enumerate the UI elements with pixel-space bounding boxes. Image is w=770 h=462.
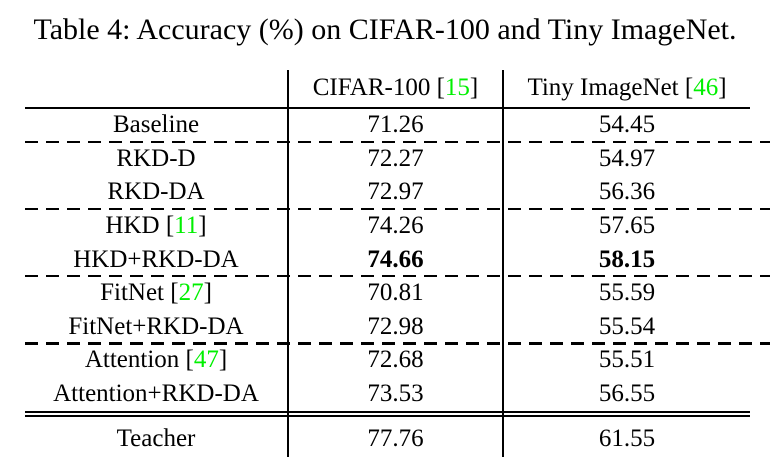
cifar100-value: 77.76 bbox=[287, 410, 502, 457]
citation-bracket-close: ] bbox=[718, 74, 727, 101]
method-label: RKD-D bbox=[116, 144, 196, 172]
cifar100-value: 73.53 bbox=[287, 377, 502, 411]
method-label: HKD+RKD-DA bbox=[73, 245, 239, 273]
tiny-imagenet-value: 55.54 bbox=[502, 309, 750, 344]
citation-link[interactable]: 15 bbox=[444, 74, 470, 101]
tiny-imagenet-value: 55.59 bbox=[502, 276, 750, 310]
table-caption: Table 4: Accuracy (%) on CIFAR-100 and T… bbox=[33, 13, 737, 46]
tiny-imagenet-value: 57.65 bbox=[502, 208, 750, 243]
tiny-imagenet-value: 56.36 bbox=[502, 175, 750, 209]
method-cell: FitNet+RKD-DA [] bbox=[25, 310, 287, 344]
citation-bracket-open: [ bbox=[179, 346, 194, 374]
citation-link[interactable]: 47 bbox=[193, 346, 219, 374]
table-row: Attention [47] 72.68 55.51 bbox=[25, 342, 770, 378]
citation-bracket-open: [ bbox=[436, 74, 445, 101]
table-row: Baseline [] 71.26 54.45 bbox=[25, 106, 750, 142]
method-cell: HKD+RKD-DA [] bbox=[25, 243, 287, 277]
method-label: FitNet+RKD-DA bbox=[68, 312, 244, 340]
cifar100-value: 72.68 bbox=[287, 343, 502, 378]
tiny-imagenet-value: 58.15 bbox=[502, 242, 750, 277]
citation-link[interactable]: 46 bbox=[693, 74, 719, 101]
table-header-row: CIFAR-100 [15] Tiny ImageNet [46] bbox=[25, 70, 750, 108]
method-cell: Teacher [] bbox=[25, 411, 287, 457]
table-row: FitNet+RKD-DA [] 72.98 55.54 bbox=[25, 309, 750, 344]
citation-bracket-close: ] bbox=[469, 74, 479, 101]
header-cifar100-label: CIFAR-100 bbox=[312, 74, 431, 101]
cifar100-value: 70.81 bbox=[287, 276, 502, 310]
tiny-imagenet-value: 55.51 bbox=[502, 343, 750, 378]
citation-bracket-close: ] bbox=[198, 211, 207, 239]
citation-bracket-open: [ bbox=[159, 211, 175, 239]
header-method-cell bbox=[25, 70, 287, 108]
method-label: HKD bbox=[105, 211, 160, 239]
accuracy-table: CIFAR-100 [15] Tiny ImageNet [46] Baseli… bbox=[25, 70, 770, 462]
method-citation-wrap: [27] bbox=[164, 279, 212, 306]
citation-bracket-close: ] bbox=[203, 279, 212, 307]
method-cell: FitNet [27] bbox=[25, 276, 287, 310]
header-cifar100-cell: CIFAR-100 [15] bbox=[287, 70, 502, 108]
table-row: FitNet [27] 70.81 55.59 bbox=[25, 275, 770, 310]
tiny-imagenet-value: 54.97 bbox=[502, 141, 750, 176]
citation-link[interactable]: 11 bbox=[174, 211, 199, 239]
citation-bracket-close: ] bbox=[218, 346, 228, 374]
method-cell: RKD-DA [] bbox=[25, 175, 287, 209]
table-row: Attention+RKD-DA [] 73.53 56.55 bbox=[25, 377, 750, 411]
method-citation-wrap: [11] bbox=[160, 212, 207, 239]
cifar100-value: 72.27 bbox=[287, 141, 502, 176]
tiny-imagenet-value: 54.45 bbox=[502, 108, 750, 142]
table-row: RKD-D [] 72.27 54.97 bbox=[25, 140, 770, 176]
cifar100-value: 74.26 bbox=[287, 208, 502, 243]
table-row: Teacher [] 77.76 61.55 bbox=[25, 410, 750, 462]
method-label: FitNet bbox=[100, 279, 164, 307]
method-cell: RKD-D [] bbox=[25, 142, 287, 176]
method-label: RKD-DA bbox=[107, 178, 205, 206]
header-tiny-imagenet-label: Tiny ImageNet bbox=[527, 74, 679, 101]
table-body: Baseline [] 71.26 54.45 RKD-D [] 72.27 5… bbox=[25, 106, 770, 462]
method-label: Attention bbox=[84, 346, 180, 374]
cifar100-value: 72.97 bbox=[287, 175, 502, 209]
method-label: Attention+RKD-DA bbox=[53, 380, 259, 408]
tiny-imagenet-value: 56.55 bbox=[502, 377, 750, 411]
cifar100-value: 72.98 bbox=[287, 309, 502, 344]
method-cell: Attention [47] bbox=[25, 343, 287, 377]
method-label: Teacher bbox=[116, 424, 196, 452]
tiny-imagenet-value: 61.55 bbox=[502, 410, 750, 457]
table-row: RKD-DA [] 72.97 56.36 bbox=[25, 175, 750, 209]
cifar100-value: 74.66 bbox=[287, 242, 502, 277]
method-cell: Baseline [] bbox=[25, 108, 287, 142]
method-cell: HKD [11] bbox=[25, 209, 287, 243]
table-row: HKD [11] 74.26 57.65 bbox=[25, 207, 770, 243]
citation-link[interactable]: 27 bbox=[178, 279, 204, 307]
citation-bracket-open: [ bbox=[684, 74, 694, 101]
citation-bracket-open: [ bbox=[164, 279, 179, 307]
method-cell: Attention+RKD-DA [] bbox=[25, 377, 287, 411]
table-row: HKD+RKD-DA [] 74.66 58.15 bbox=[25, 242, 750, 277]
cifar100-value: 71.26 bbox=[287, 108, 502, 142]
method-label: Baseline bbox=[112, 111, 200, 138]
header-tiny-imagenet-cell: Tiny ImageNet [46] bbox=[502, 70, 750, 108]
method-citation-wrap: [47] bbox=[179, 346, 228, 374]
